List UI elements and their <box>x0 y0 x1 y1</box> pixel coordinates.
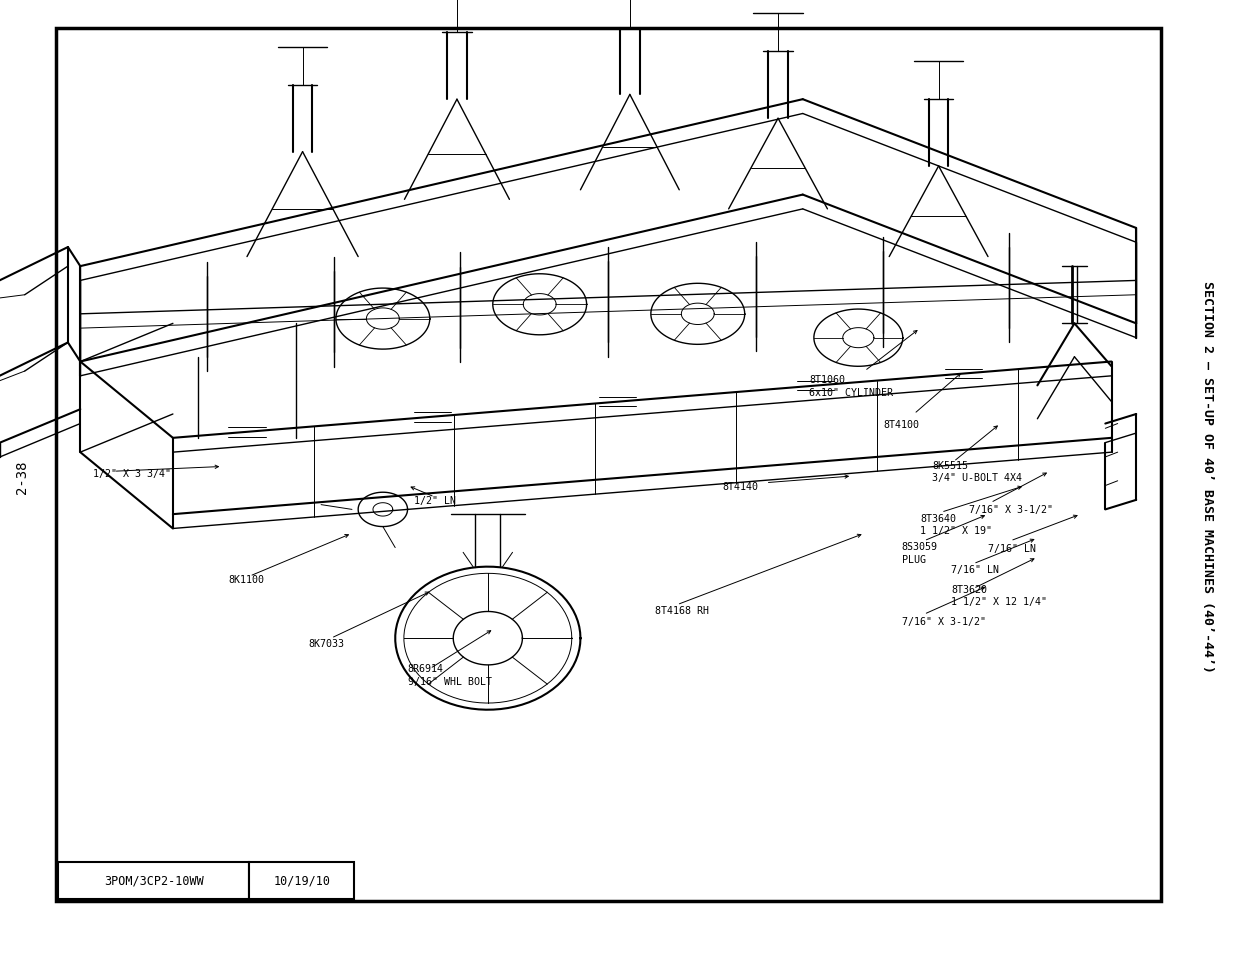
Bar <box>58 862 249 899</box>
Text: 2-38: 2-38 <box>15 459 30 494</box>
Text: SECTION 2 – SET-UP OF 40’ BASE MACHINES (40’-44’): SECTION 2 – SET-UP OF 40’ BASE MACHINES … <box>1202 281 1214 672</box>
Text: 8T4168 RH: 8T4168 RH <box>655 605 709 615</box>
Text: 8T3640
1 1/2" X 19": 8T3640 1 1/2" X 19" <box>920 513 992 536</box>
Text: 8S3059
PLUG: 8S3059 PLUG <box>902 541 937 564</box>
Text: 8K7033: 8K7033 <box>309 639 345 648</box>
Text: 8T4100: 8T4100 <box>883 419 919 429</box>
Text: 8R6914
9/16" WHL BOLT: 8R6914 9/16" WHL BOLT <box>408 663 492 686</box>
Text: 8T4140: 8T4140 <box>722 481 758 491</box>
Text: 8T1060
6x10" CYLINDER: 8T1060 6x10" CYLINDER <box>809 375 893 397</box>
Text: 1/2" X 3 3/4": 1/2" X 3 3/4" <box>93 469 170 478</box>
Text: 7/16" X 3-1/2": 7/16" X 3-1/2" <box>902 617 986 626</box>
Bar <box>56 29 1161 901</box>
Bar <box>249 862 354 899</box>
Text: 8K1100: 8K1100 <box>228 575 264 584</box>
Text: 7/16" X 3-1/2": 7/16" X 3-1/2" <box>969 505 1053 515</box>
Text: 8K5515
3/4" U-BOLT 4X4: 8K5515 3/4" U-BOLT 4X4 <box>932 460 1023 483</box>
Text: 3POM/3CP2-10WW: 3POM/3CP2-10WW <box>104 874 204 887</box>
Text: 10/19/10: 10/19/10 <box>273 874 331 887</box>
Text: 7/16" LN: 7/16" LN <box>951 565 999 575</box>
Text: 8T3620
1 1/2" X 12 1/4": 8T3620 1 1/2" X 12 1/4" <box>951 584 1047 607</box>
Text: 1/2" LN: 1/2" LN <box>414 496 456 505</box>
Text: 7/16" LN: 7/16" LN <box>988 543 1036 553</box>
